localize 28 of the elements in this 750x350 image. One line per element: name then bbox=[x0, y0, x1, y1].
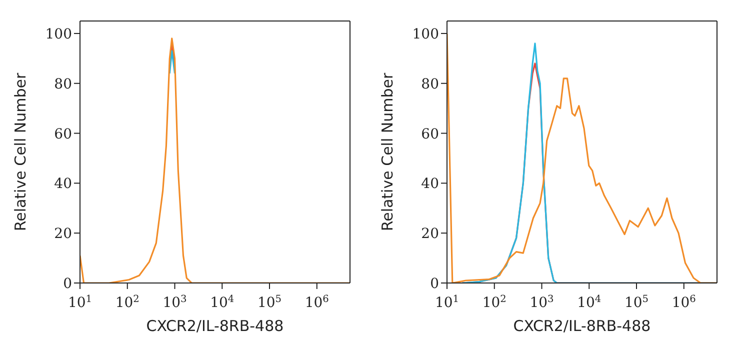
x-tick-label: 10$^{5}$ bbox=[257, 294, 282, 311]
y-tick-label: 60 bbox=[54, 126, 72, 142]
x-tick-label: 10$^{5}$ bbox=[624, 294, 649, 311]
x-axis-title: CXCR2/IL-8RB-488 bbox=[146, 317, 284, 335]
y-tick-label: 40 bbox=[421, 176, 439, 192]
y-tick-label: 60 bbox=[421, 126, 439, 142]
x-tick-label: 10$^{1}$ bbox=[434, 294, 460, 311]
x-tick-label: 10$^{4}$ bbox=[577, 294, 602, 311]
x-tick-label: 10$^{2}$ bbox=[115, 294, 140, 311]
y-tick-label: 80 bbox=[54, 76, 72, 92]
x-tick-label: 10$^{3}$ bbox=[162, 294, 187, 311]
y-tick-label: 20 bbox=[421, 226, 439, 242]
x-tick-label: 10$^{1}$ bbox=[68, 294, 92, 311]
y-tick-label: 20 bbox=[54, 226, 72, 242]
x-tick-label: 10$^{4}$ bbox=[210, 294, 234, 311]
x-tick-label: 10$^{3}$ bbox=[530, 294, 554, 311]
y-tick-label: 100 bbox=[412, 26, 439, 42]
y-tick-label: 0 bbox=[63, 276, 72, 292]
y-axis-title: Relative Cell Number bbox=[378, 72, 396, 232]
x-tick-label: 10$^{6}$ bbox=[672, 294, 696, 311]
x-tick-label: 10$^{6}$ bbox=[304, 294, 329, 311]
x-tick-label: 10$^{2}$ bbox=[482, 294, 506, 311]
y-axis-title: Relative Cell Number bbox=[11, 72, 30, 232]
y-tick-label: 40 bbox=[54, 176, 72, 192]
x-axis-title: CXCR2/IL-8RB-488 bbox=[513, 317, 651, 335]
y-tick-label: 0 bbox=[430, 276, 439, 292]
y-tick-label: 80 bbox=[421, 76, 439, 92]
y-tick-label: 100 bbox=[45, 26, 72, 42]
